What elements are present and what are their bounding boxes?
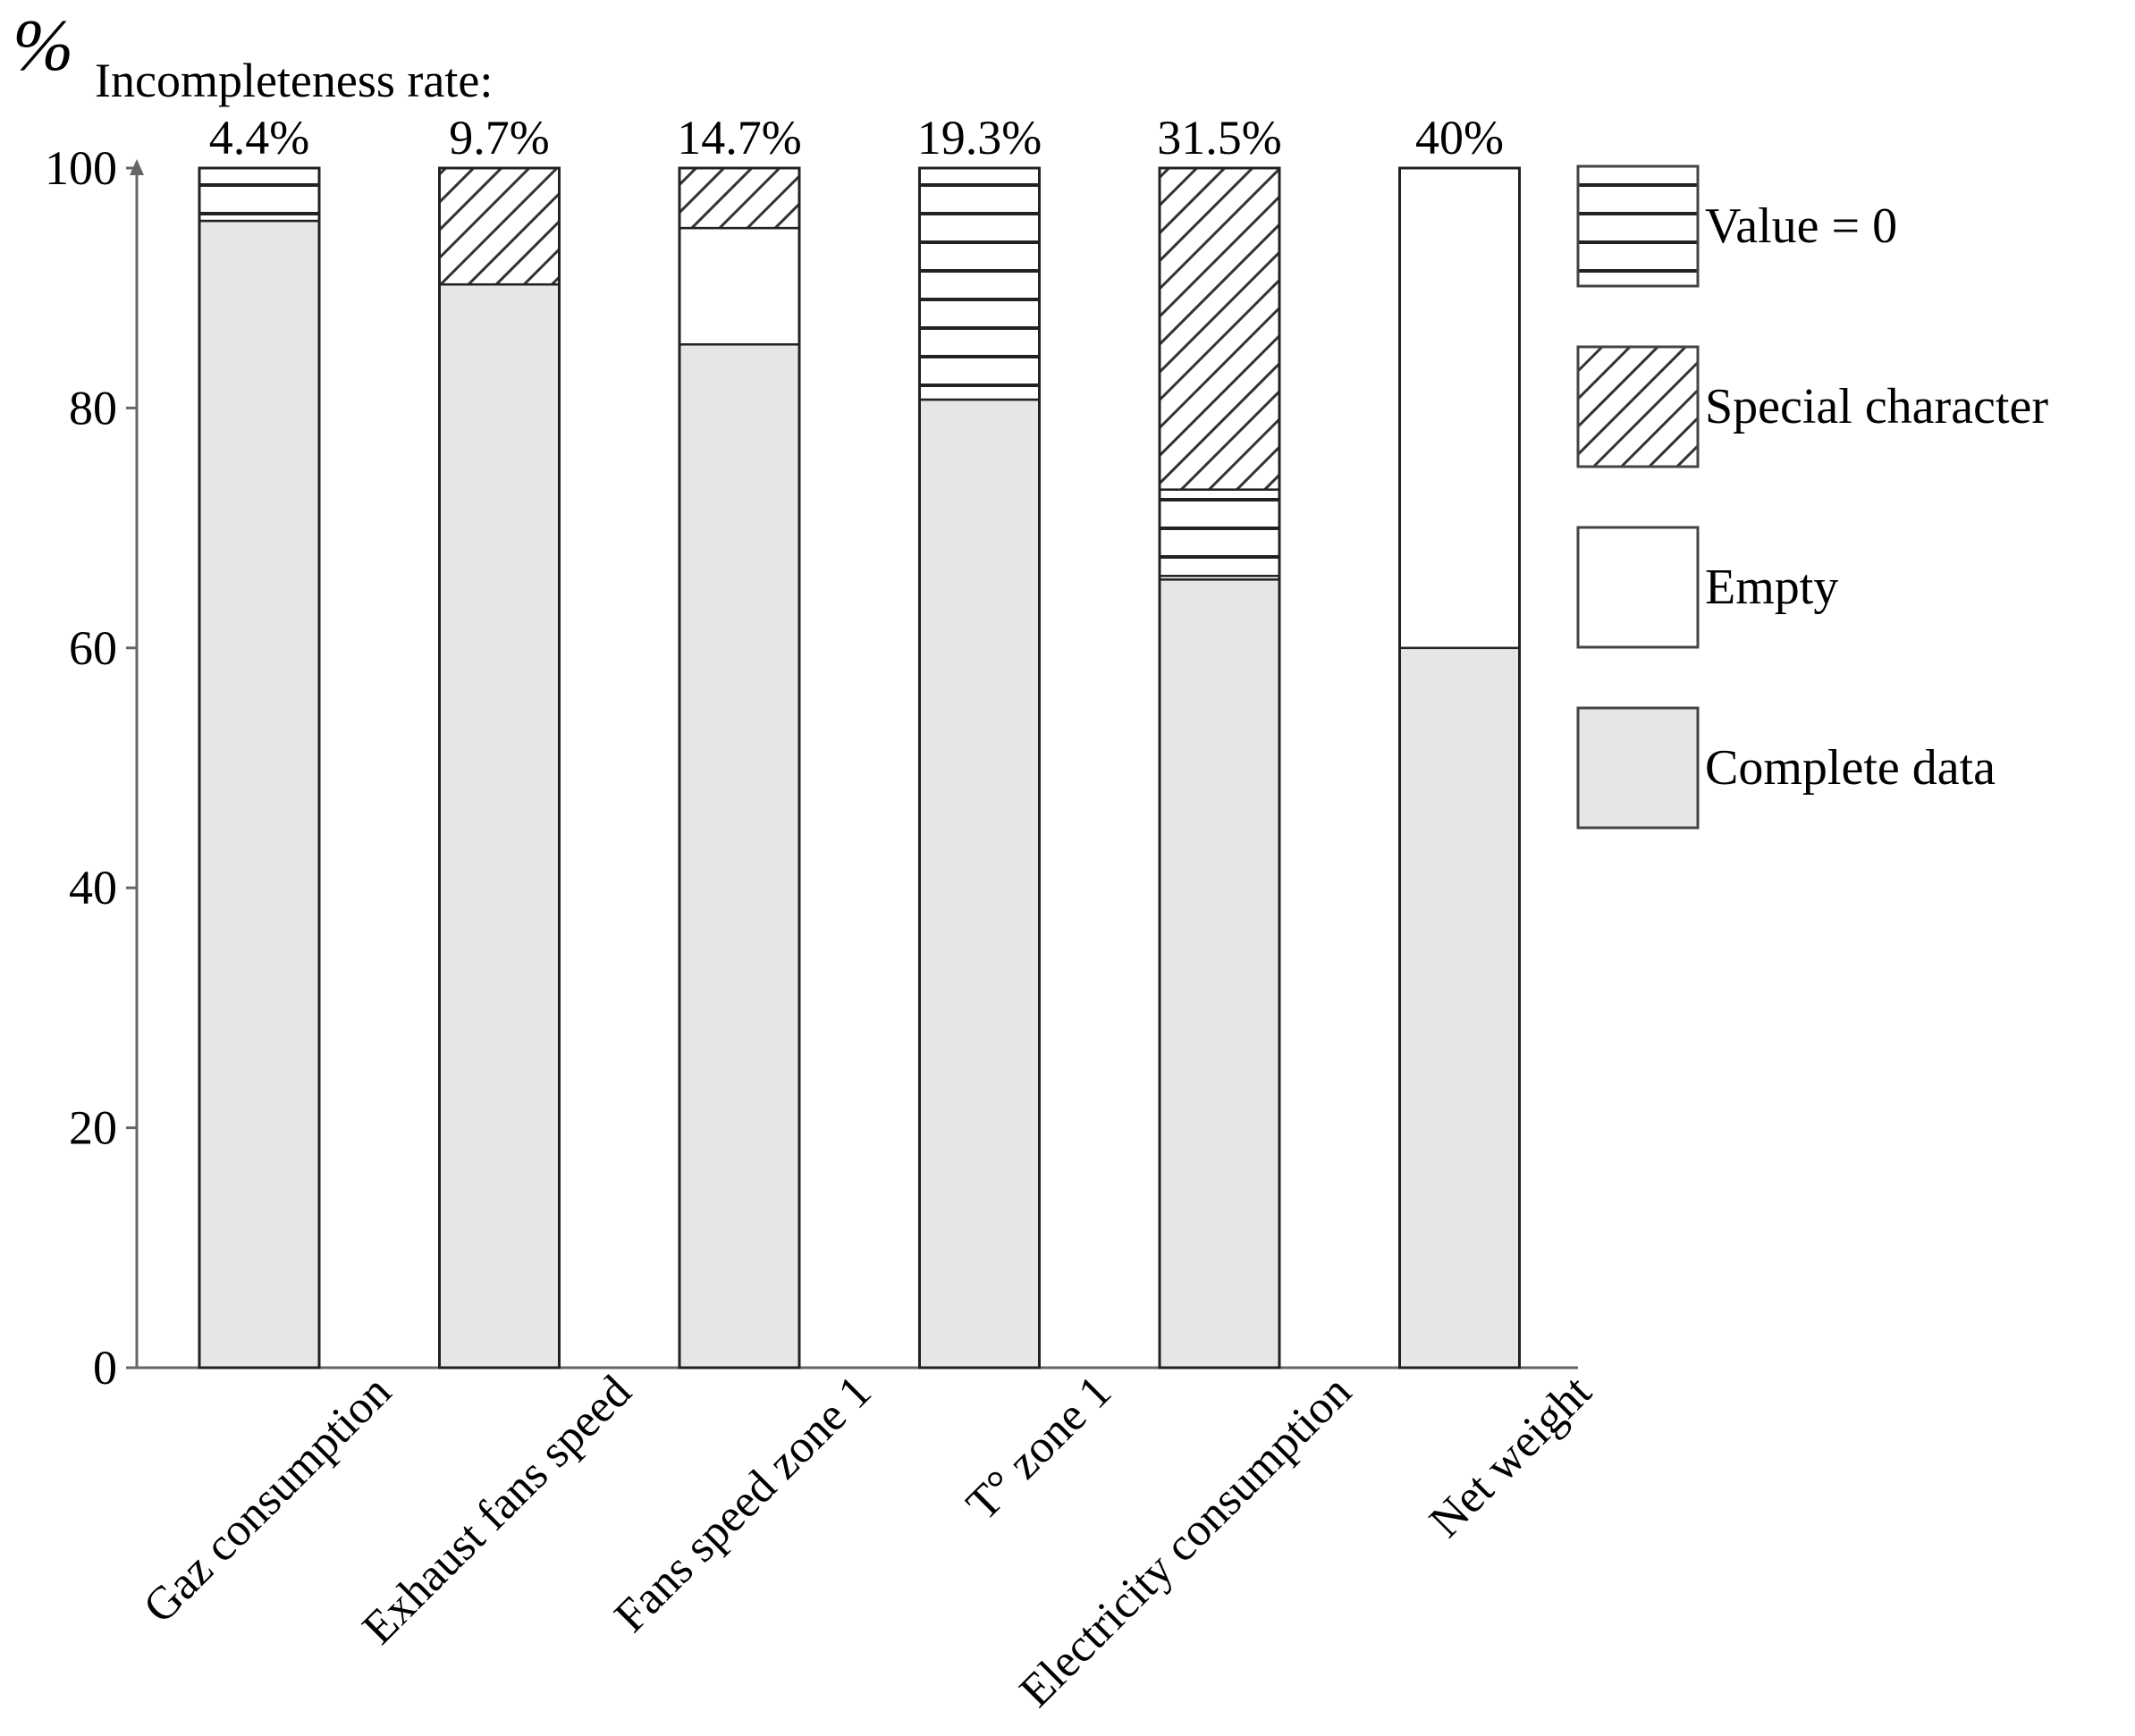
bar-segment-special-character bbox=[678, 166, 801, 230]
y-tick-label: 0 bbox=[93, 1341, 117, 1395]
bar-outline bbox=[918, 166, 1041, 1369]
category-label: Gaz consumption bbox=[134, 1366, 401, 1633]
axes bbox=[130, 159, 1578, 1369]
legend-label: Value = 0 bbox=[1705, 198, 1897, 254]
incompleteness-rate-label: 9.7% bbox=[449, 111, 549, 164]
bar-segment-complete-data bbox=[1398, 646, 1521, 1369]
bar-outline bbox=[198, 166, 321, 1369]
bar-segment-empty bbox=[678, 226, 801, 346]
incompleteness-rate-label: 14.7% bbox=[677, 111, 801, 164]
bar-segment-complete-data bbox=[1158, 578, 1281, 1369]
bar-segment-complete-data bbox=[678, 343, 801, 1369]
y-tick-label: 60 bbox=[69, 621, 117, 675]
incompleteness-rate-label: 31.5% bbox=[1157, 111, 1281, 164]
legend-label: Complete data bbox=[1705, 740, 1996, 796]
bar-outline bbox=[438, 166, 561, 1369]
incompleteness-rate-label: 40% bbox=[1415, 111, 1504, 164]
bar-segment-value-0 bbox=[918, 166, 1041, 401]
bar-group bbox=[1398, 166, 1521, 1369]
bar-group bbox=[438, 166, 561, 1369]
bar-segment-complete-data bbox=[438, 282, 561, 1369]
bar-group bbox=[1158, 166, 1281, 1369]
bar-segment-value-0 bbox=[198, 166, 321, 223]
category-label: T° zone 1 bbox=[957, 1366, 1121, 1530]
legend-swatch bbox=[1576, 526, 1700, 649]
bar-segment-empty bbox=[1398, 166, 1521, 650]
category-label: Exhaust fans speed bbox=[353, 1366, 641, 1654]
legend-swatch bbox=[1576, 706, 1700, 830]
category-label: Fans speed zone 1 bbox=[605, 1366, 882, 1642]
incompleteness-rate-label: 4.4% bbox=[209, 111, 309, 164]
y-tick-label: 40 bbox=[69, 861, 117, 914]
category-label: Net weight bbox=[1420, 1366, 1601, 1547]
bar-group bbox=[678, 166, 801, 1369]
incompleteness-rate-label: 19.3% bbox=[917, 111, 1042, 164]
legend-swatch bbox=[1576, 164, 1700, 288]
bar-group bbox=[198, 166, 321, 1369]
y-tick-label: 20 bbox=[69, 1101, 117, 1155]
y-tick-label: 100 bbox=[45, 141, 117, 195]
bar-segment-value-0 bbox=[1158, 488, 1281, 577]
bar-segment-complete-data bbox=[918, 398, 1041, 1369]
bar-segment-special-character bbox=[1158, 166, 1281, 491]
y-unit-label: % bbox=[13, 4, 73, 86]
bar-segment-complete-data bbox=[198, 219, 321, 1369]
legend-label: Empty bbox=[1705, 560, 1838, 615]
bar-outline bbox=[678, 166, 801, 1369]
y-tick-label: 80 bbox=[69, 381, 117, 434]
bar-segment-special-character bbox=[438, 166, 561, 286]
bar-group bbox=[918, 166, 1041, 1369]
legend-swatch bbox=[1576, 345, 1700, 468]
legend-label: Special character bbox=[1705, 379, 2048, 434]
incompleteness-rate-title: Incompleteness rate: bbox=[95, 54, 493, 107]
bar-outline bbox=[1398, 166, 1521, 1369]
bar-outline bbox=[1158, 166, 1281, 1369]
